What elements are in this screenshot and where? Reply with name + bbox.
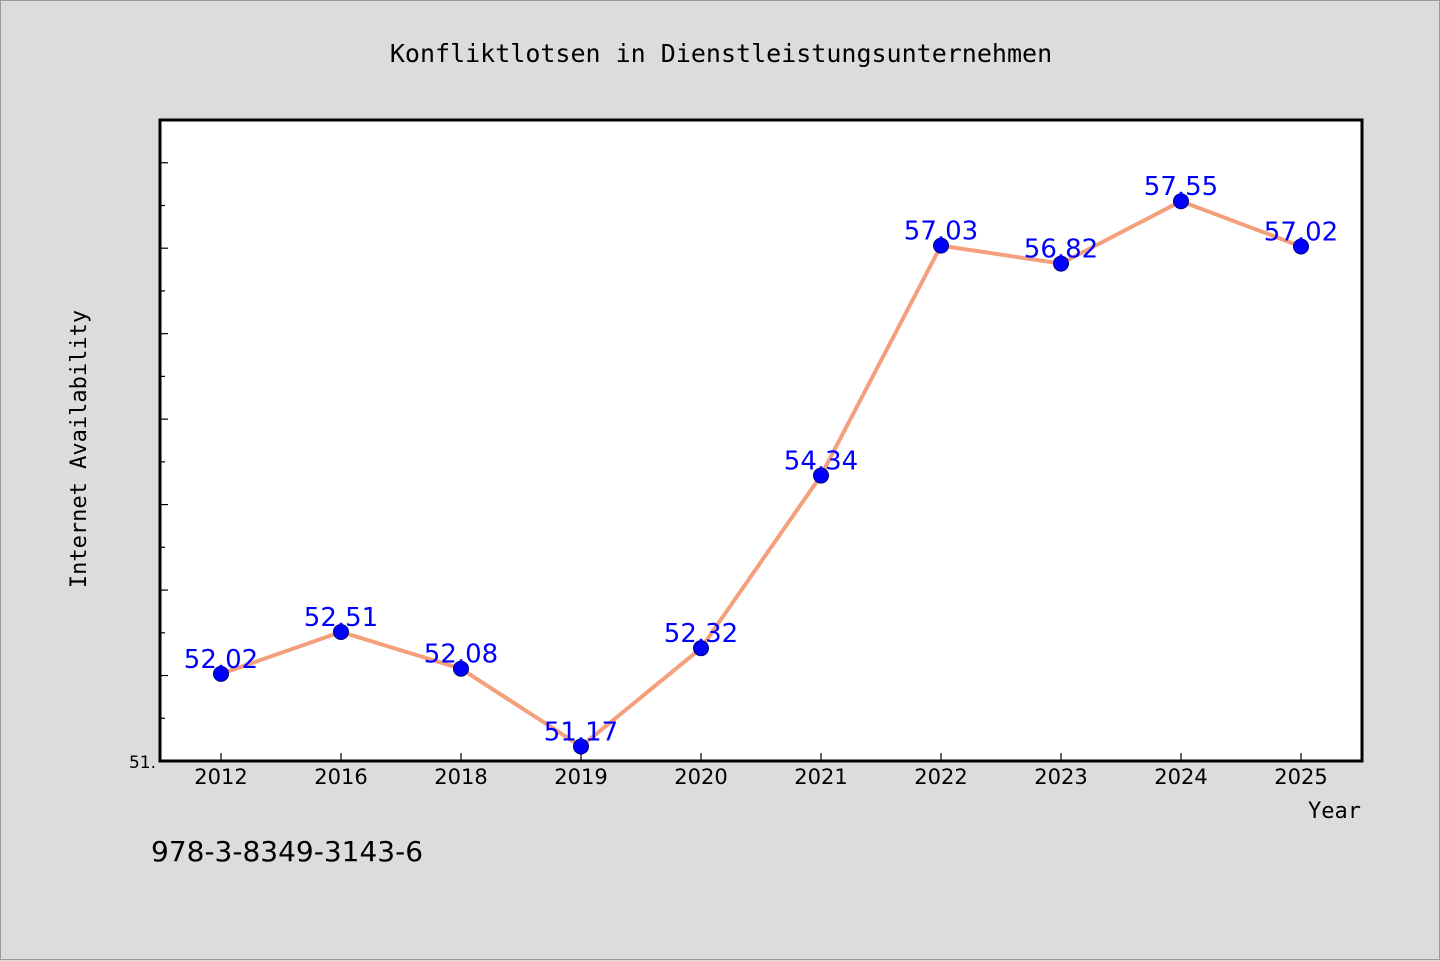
data-label: 57.03 (904, 217, 978, 247)
data-point (1293, 238, 1309, 255)
series-line (220, 199, 1302, 749)
data-point (213, 665, 229, 682)
x-tick-label: 2021 (794, 765, 847, 789)
x-axis-label: Year (1308, 799, 1361, 824)
data-point (573, 738, 589, 755)
x-tick-label: 2025 (1274, 765, 1327, 789)
x-tick-label: 2019 (554, 765, 607, 789)
x-tick-label: 2023 (1034, 765, 1087, 789)
x-tick-label: 2016 (314, 765, 367, 789)
data-label: 52.02 (184, 645, 258, 675)
y-tick-label: 51. (129, 753, 156, 773)
data-label: 52.32 (664, 619, 738, 649)
data-point (1053, 255, 1069, 272)
isbn-text: 978-3-8349-3143-6 (151, 835, 424, 868)
data-label: 54.34 (784, 447, 858, 477)
data-point (333, 623, 349, 640)
data-point (813, 467, 829, 484)
data-point (1173, 193, 1189, 210)
x-tick-label: 2022 (914, 765, 967, 789)
data-label: 52.51 (304, 603, 378, 633)
x-tick-label: 2018 (434, 765, 487, 789)
y-axis-label: Internet Availability (67, 310, 92, 588)
data-label: 57.02 (1264, 217, 1338, 247)
data-label: 52.08 (424, 640, 498, 670)
data-point (693, 640, 709, 657)
x-tick-label: 2012 (194, 765, 247, 789)
plot-border (158, 118, 1364, 763)
chart-title: Konfliktlotsen in Dienstleistungsunterne… (390, 39, 1052, 68)
plot-area (160, 120, 1362, 761)
data-label: 56.82 (1024, 235, 1098, 265)
series-line-group: 52.02 52.51 52.08 51.17 52.32 54.34 57.03 56.82… (184, 172, 1338, 755)
x-tick-label: 2020 (674, 765, 727, 789)
data-point (933, 237, 949, 254)
x-tick-labels: 2012 2016 2018 2019 2020 2021 2022 2023 2024 2025 (194, 765, 1327, 789)
data-point (453, 660, 469, 677)
data-label: 51.17 (544, 717, 618, 747)
data-label: 57.55 (1144, 172, 1218, 202)
x-tick-label: 2024 (1154, 765, 1207, 789)
